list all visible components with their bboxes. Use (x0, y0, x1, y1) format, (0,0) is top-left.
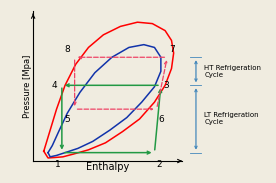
Text: 8: 8 (65, 45, 70, 55)
Text: HT Refrigeration
Cycle: HT Refrigeration Cycle (204, 65, 261, 78)
X-axis label: Enthalpy: Enthalpy (86, 163, 129, 172)
Text: 4: 4 (52, 81, 58, 90)
Y-axis label: Pressure [Mpa]: Pressure [Mpa] (23, 54, 32, 118)
Text: LT Refrigeration
Cycle: LT Refrigeration Cycle (204, 113, 259, 126)
Text: 2: 2 (156, 160, 161, 169)
Text: 3: 3 (163, 81, 169, 90)
Text: 1: 1 (55, 160, 60, 169)
Text: 5: 5 (65, 115, 70, 124)
Text: 6: 6 (159, 115, 164, 124)
Text: 7: 7 (169, 45, 175, 55)
